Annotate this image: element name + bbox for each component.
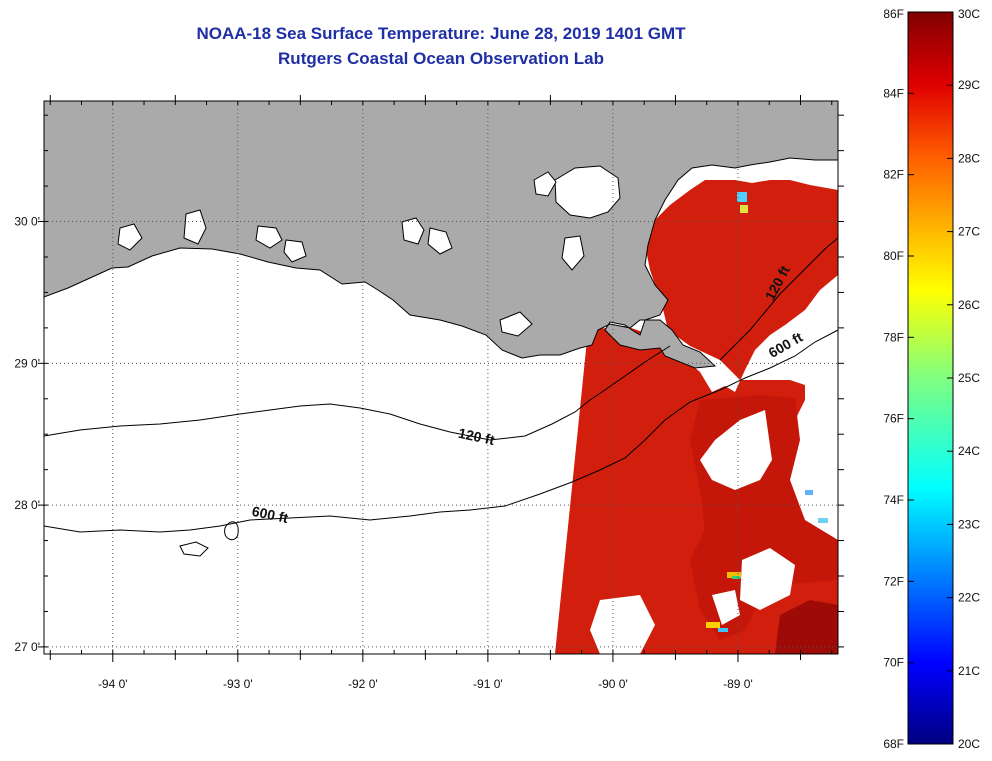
contour-120ft-east bbox=[719, 237, 838, 361]
colorbar-label-fahrenheit: 76F bbox=[883, 412, 904, 426]
inlet bbox=[499, 311, 533, 337]
colorbar-label-fahrenheit: 68F bbox=[883, 737, 904, 751]
inlet bbox=[401, 217, 425, 245]
colorbar-label-fahrenheit: 72F bbox=[883, 574, 904, 588]
colorbar-label-celsius: 26C bbox=[958, 298, 980, 312]
cloud-gap-1 bbox=[700, 410, 772, 490]
graticule bbox=[44, 101, 838, 654]
y-tick-label: 27 0' bbox=[14, 640, 40, 654]
cloud-gap-3 bbox=[590, 595, 655, 654]
x-tick-label: -90 0' bbox=[598, 677, 628, 691]
sst-speckle bbox=[706, 622, 720, 628]
colorbar-label-fahrenheit: 78F bbox=[883, 330, 904, 344]
colorbar-labels: 30C 29C 28C 27C 26C 25C 24C 23C 22C 21C 20C 86F 84F 8… bbox=[883, 7, 980, 751]
cloud-gap-2 bbox=[740, 548, 795, 610]
x-tick-label: -91 0' bbox=[473, 677, 503, 691]
colorbar bbox=[907, 11, 954, 745]
colorbar-label-fahrenheit: 70F bbox=[883, 656, 904, 670]
contour-label: 600 ft bbox=[251, 503, 290, 526]
x-tick-label: -94 0' bbox=[98, 677, 128, 691]
colorbar-label-celsius: 25C bbox=[958, 371, 980, 385]
contour-120ft-west bbox=[44, 345, 671, 441]
colorbar-label-fahrenheit: 80F bbox=[883, 249, 904, 263]
colorbar-label-celsius: 24C bbox=[958, 444, 980, 458]
inlet bbox=[117, 223, 143, 251]
x-tick-label: -89 0' bbox=[723, 677, 753, 691]
colorbar-label-fahrenheit: 74F bbox=[883, 493, 904, 507]
sst-speckle bbox=[737, 192, 747, 202]
colorbar-label-celsius: 21C bbox=[958, 664, 980, 678]
lake-maurepas bbox=[533, 171, 557, 197]
lake-pontchartrain bbox=[554, 165, 621, 219]
map-subtitle: Rutgers Coastal Ocean Observation Lab bbox=[278, 49, 604, 68]
colorbar-label-celsius: 20C bbox=[958, 737, 980, 751]
colorbar-label-fahrenheit: 82F bbox=[883, 168, 904, 182]
map-title: NOAA-18 Sea Surface Temperature: June 28… bbox=[196, 24, 686, 43]
y-tick-label: 29 0' bbox=[14, 356, 40, 370]
colorbar-label-celsius: 30C bbox=[958, 7, 980, 21]
sst-speckle bbox=[818, 518, 828, 523]
colorbar-label-fahrenheit: 84F bbox=[883, 86, 904, 100]
sst-speckle bbox=[740, 205, 748, 213]
inlet bbox=[283, 239, 307, 263]
sst-speckle bbox=[805, 490, 813, 495]
axis-ticks: -94 0' -93 0' -92 0' -91 0' -90 0' -89 0' 27 0… bbox=[14, 95, 844, 691]
contour-label: 120 ft bbox=[457, 425, 496, 448]
inlet bbox=[427, 227, 453, 255]
x-tick-label: -92 0' bbox=[348, 677, 378, 691]
colorbar-label-celsius: 27C bbox=[958, 225, 980, 239]
cloud-gap-4 bbox=[808, 485, 838, 525]
contour-isolated bbox=[179, 541, 209, 557]
sst-speckle bbox=[718, 628, 728, 632]
colorbar-label-celsius: 29C bbox=[958, 78, 980, 92]
x-tick-label: -93 0' bbox=[223, 677, 253, 691]
colorbar-label-celsius: 22C bbox=[958, 591, 980, 605]
colorbar-label-celsius: 23C bbox=[958, 517, 980, 531]
colorbar-label-fahrenheit: 86F bbox=[883, 7, 904, 21]
map-border bbox=[43, 100, 839, 655]
sst-hot-patch bbox=[775, 600, 838, 654]
sst-speckle bbox=[732, 576, 740, 579]
inlet bbox=[255, 225, 283, 249]
sst-speckle bbox=[727, 572, 741, 578]
y-tick-label: 30 0' bbox=[14, 215, 40, 229]
inlet bbox=[183, 209, 207, 245]
inlet bbox=[561, 235, 585, 271]
colorbar-label-celsius: 28C bbox=[958, 151, 980, 165]
y-tick-label: 28 0' bbox=[14, 498, 40, 512]
contour-600ft bbox=[44, 329, 838, 533]
cloud-gap-5 bbox=[712, 590, 740, 625]
